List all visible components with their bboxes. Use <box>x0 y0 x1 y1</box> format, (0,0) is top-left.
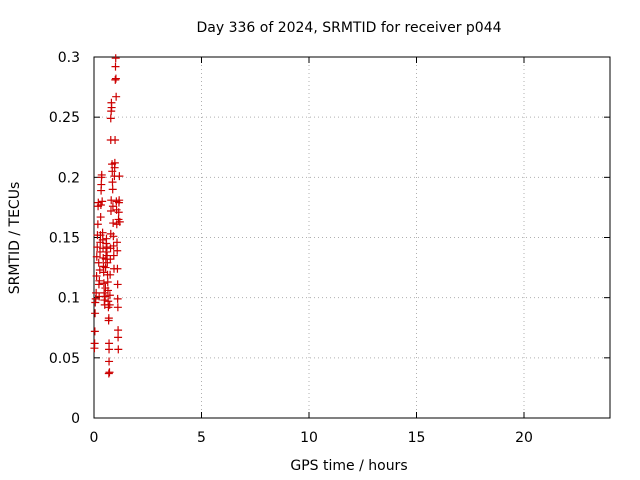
y-axis: 0 0.05 0.1 0.15 0.2 0.25 0.3 <box>49 50 610 427</box>
data-point <box>92 252 101 261</box>
data-point <box>106 207 115 216</box>
data-point <box>113 238 122 247</box>
data-point <box>106 270 115 279</box>
data-point <box>114 326 123 335</box>
y-tick-label: 0.2 <box>58 170 80 186</box>
data-point <box>105 357 114 366</box>
data-point <box>105 300 114 309</box>
data-point <box>115 217 124 226</box>
data-point <box>98 197 107 206</box>
data-point <box>98 228 107 237</box>
data-point <box>94 258 103 267</box>
y-tick-label: 0 <box>71 411 80 427</box>
data-point <box>107 103 116 112</box>
plot-frame <box>93 56 611 419</box>
data-point <box>93 220 102 229</box>
data-point <box>91 309 100 318</box>
x-tick-label: 0 <box>90 430 99 446</box>
data-point <box>105 291 114 300</box>
data-point <box>102 247 111 256</box>
data-point <box>108 202 117 211</box>
data-point <box>111 74 120 83</box>
x-axis-label: GPS time / hours <box>290 458 407 474</box>
x-tick-label: 20 <box>515 430 533 446</box>
y-tick-label: 0.15 <box>49 231 80 247</box>
data-point <box>101 292 110 301</box>
data-point <box>109 241 118 250</box>
data-point <box>99 279 108 288</box>
data-point <box>111 75 120 84</box>
data-point <box>101 263 110 272</box>
data-series-srmtid <box>90 54 124 378</box>
x-tick-label: 15 <box>408 430 426 446</box>
grid-lines <box>94 57 610 418</box>
data-point <box>106 114 115 123</box>
data-point <box>114 345 123 354</box>
y-tick-label: 0.1 <box>58 291 80 307</box>
data-point <box>105 368 114 377</box>
data-point <box>95 276 104 285</box>
chart-title: Day 336 of 2024, SRMTID for receiver p04… <box>196 20 501 36</box>
x-axis: 0 5 10 15 20 <box>90 57 533 446</box>
data-point <box>107 196 116 205</box>
y-tick-label: 0.25 <box>49 110 80 126</box>
data-point <box>113 280 122 289</box>
data-point <box>96 201 105 210</box>
data-point <box>108 178 117 187</box>
data-point <box>111 62 120 71</box>
data-point <box>105 345 114 354</box>
y-axis-label: SRMTID / TECUs <box>7 182 23 295</box>
data-point <box>108 185 117 194</box>
data-point <box>113 246 122 255</box>
data-point <box>103 278 112 287</box>
data-point <box>115 196 124 205</box>
data-point <box>109 251 118 260</box>
x-tick-label: 10 <box>300 430 318 446</box>
data-point <box>90 339 99 348</box>
data-point <box>97 180 106 189</box>
data-point <box>111 136 120 145</box>
data-point <box>93 243 102 252</box>
data-point <box>111 54 120 63</box>
data-point <box>110 158 119 167</box>
data-point <box>96 213 105 222</box>
data-point <box>114 333 123 342</box>
data-point <box>114 208 123 217</box>
data-point <box>104 369 113 378</box>
y-tick-label: 0.05 <box>49 351 80 367</box>
y-tick-label: 0.3 <box>58 50 80 66</box>
data-point <box>103 286 112 295</box>
data-point <box>102 243 111 252</box>
data-point <box>102 234 111 243</box>
data-point <box>92 272 101 281</box>
data-point <box>98 235 107 244</box>
data-point <box>113 294 122 303</box>
data-point <box>113 303 122 312</box>
data-point <box>97 170 106 179</box>
data-point <box>112 92 121 101</box>
data-point <box>115 172 124 181</box>
data-point <box>90 327 99 336</box>
x-tick-label: 5 <box>197 430 206 446</box>
data-point <box>104 314 113 323</box>
data-point <box>113 264 122 273</box>
data-point <box>109 219 118 228</box>
data-point <box>106 255 115 264</box>
data-point <box>109 232 118 241</box>
